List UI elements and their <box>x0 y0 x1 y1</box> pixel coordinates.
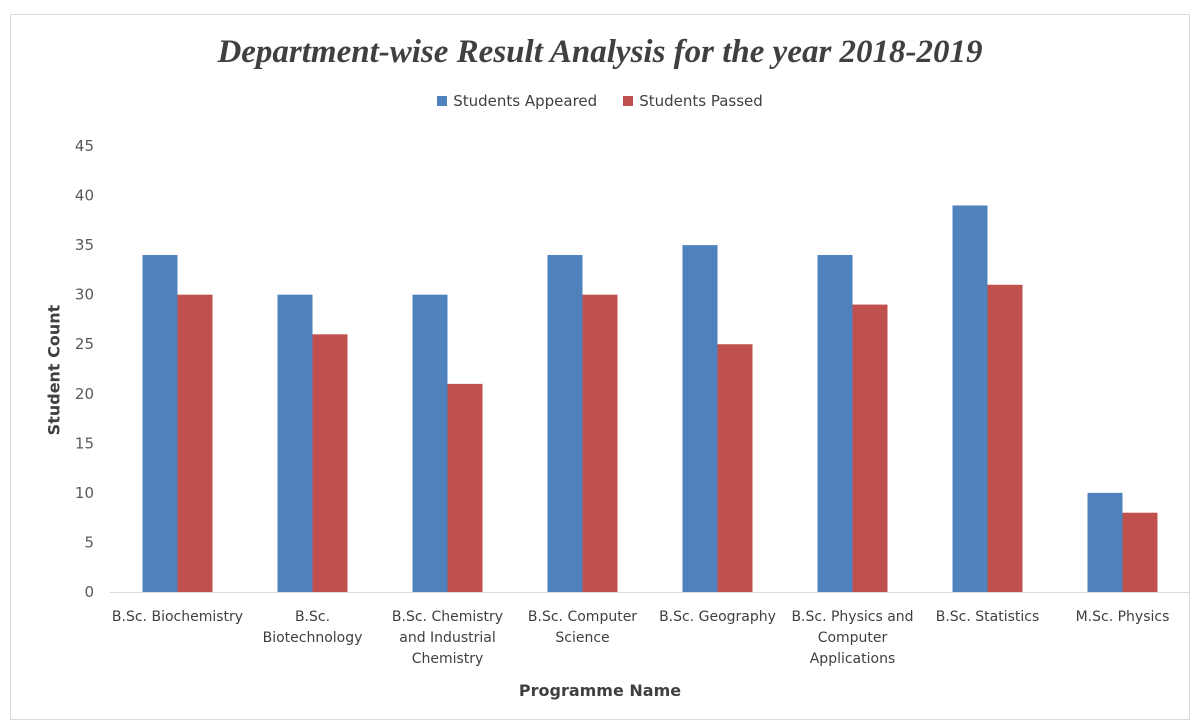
bar-students-passed <box>447 383 483 592</box>
legend-swatch-appeared <box>437 96 448 106</box>
x-category-label: B.Sc. Physics and Computer Applications <box>791 609 913 667</box>
chart-legend: Students Appeared Students Passed <box>0 92 1200 110</box>
y-tick-label: 10 <box>75 484 94 502</box>
bar-students-appeared <box>547 255 583 592</box>
legend-item-passed: Students Passed <box>623 92 763 110</box>
bar-students-appeared <box>1087 492 1123 592</box>
y-tick-label: 45 <box>75 137 94 155</box>
legend-item-appeared: Students Appeared <box>437 92 597 110</box>
bar-students-appeared <box>952 205 988 592</box>
legend-label-passed: Students Passed <box>639 92 763 110</box>
legend-label-appeared: Students Appeared <box>453 92 598 110</box>
bar-students-passed <box>717 344 753 592</box>
bar-students-passed <box>582 294 618 592</box>
y-tick-label: 30 <box>75 286 94 304</box>
bar-students-passed <box>987 284 1023 592</box>
x-category-label: B.Sc. Biotechnology <box>263 609 363 646</box>
x-category-label: B.Sc. Statistics <box>936 609 1040 625</box>
y-tick-label: 25 <box>75 335 94 353</box>
y-tick-label: 35 <box>75 236 94 254</box>
y-tick-label: 0 <box>84 583 94 601</box>
y-tick-label: 40 <box>75 187 94 205</box>
legend-swatch-passed <box>623 96 634 106</box>
bar-students-passed <box>312 334 348 592</box>
bar-students-appeared <box>817 255 853 592</box>
bar-students-passed <box>852 304 888 592</box>
bar-students-passed <box>177 294 213 592</box>
x-category-label: B.Sc. Computer Science <box>528 609 637 646</box>
bar-students-appeared <box>277 294 313 592</box>
x-axis-title: Programme Name <box>518 681 682 700</box>
x-category-label: B.Sc. Chemistry and Industrial Chemistry <box>392 609 503 667</box>
bar-students-appeared <box>682 245 718 592</box>
bar-students-passed <box>1122 512 1158 592</box>
bar-students-appeared <box>412 294 448 592</box>
x-category-label: B.Sc. Biochemistry <box>112 609 243 625</box>
x-category-label: B.Sc. Geography <box>659 609 776 625</box>
y-tick-label: 5 <box>84 533 94 551</box>
x-category-label: M.Sc. Physics <box>1076 609 1170 625</box>
chart-title: Department-wise Result Analysis for the … <box>217 34 983 70</box>
y-tick-label: 15 <box>75 434 94 452</box>
bar-students-appeared <box>142 255 178 592</box>
y-tick-label: 20 <box>75 385 94 403</box>
